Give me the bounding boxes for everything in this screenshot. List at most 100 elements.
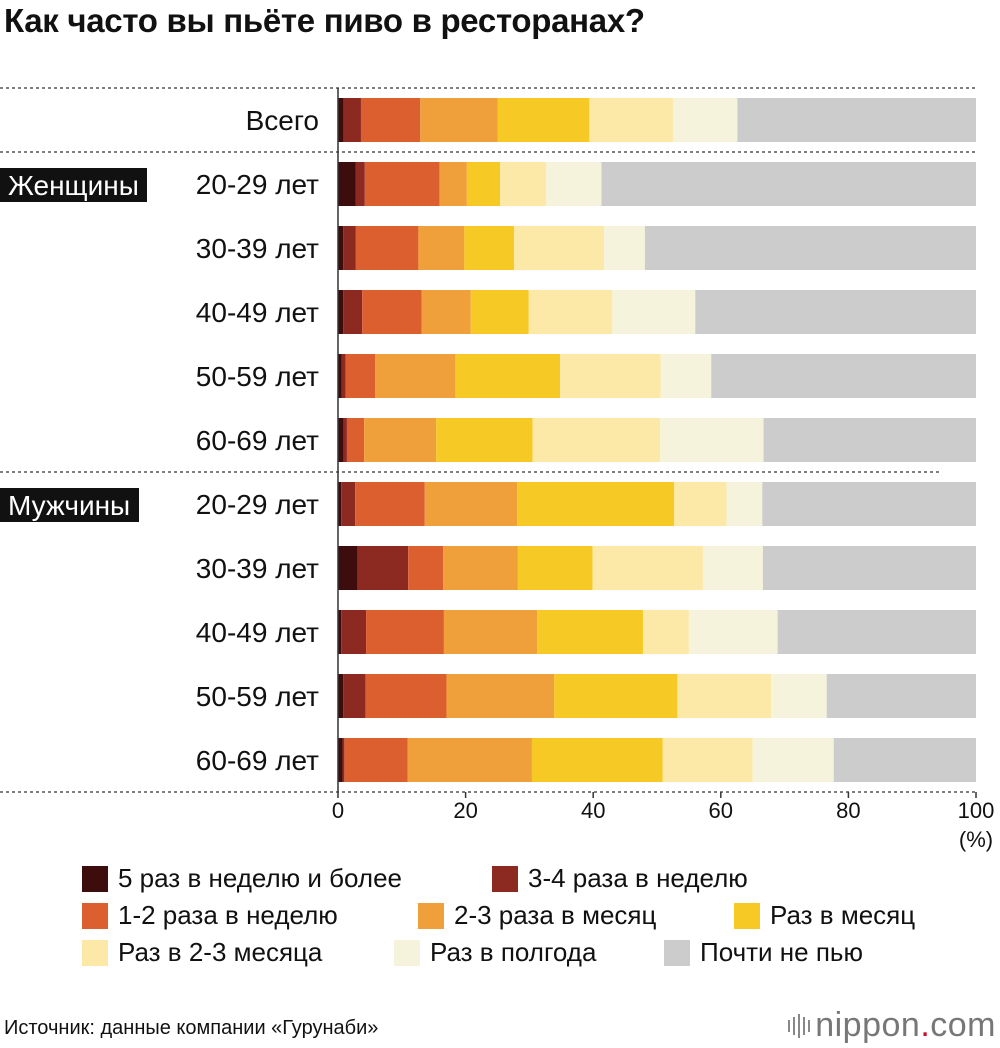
row-label: 60-69 лет <box>196 745 319 776</box>
bar-segment <box>418 226 465 270</box>
bar-segment <box>762 482 976 526</box>
bar-segment <box>589 98 673 142</box>
bar-segment <box>407 738 532 782</box>
x-tick-label: 100 <box>958 798 995 823</box>
bar-segment <box>362 290 422 334</box>
bar-segment <box>702 546 763 590</box>
group-tag <box>0 488 139 522</box>
legend-swatch <box>664 939 690 966</box>
x-tick-label: 20 <box>453 798 477 823</box>
bar-segment <box>420 98 498 142</box>
bar-segment <box>560 354 661 398</box>
bar-segment <box>470 290 529 334</box>
bar-segment <box>752 738 834 782</box>
legend-row-1: 5 раз в неделю и более 3-4 раза в неделю <box>82 860 982 897</box>
bar-segment <box>338 354 342 398</box>
row-labels-layer: Всего 20-29 лет 30-39 лет 40-49 лет 50-59 ле… <box>196 105 319 776</box>
bar-segment <box>455 354 561 398</box>
bar-segment <box>532 418 661 462</box>
bar-segment <box>343 290 363 334</box>
bar-segment <box>408 546 444 590</box>
bar-segment <box>360 98 421 142</box>
bar-segment <box>424 482 518 526</box>
bar-segment <box>364 162 440 206</box>
bars-layer <box>338 98 976 782</box>
bar-segment <box>446 674 555 718</box>
bar-segment <box>365 674 447 718</box>
bar-segment <box>338 98 344 142</box>
legend-item: Раз в месяц <box>734 900 915 931</box>
bar-segment <box>338 610 342 654</box>
group-label: Женщины <box>8 170 139 201</box>
bar-segment <box>674 482 727 526</box>
brand-logo: nippon.com <box>785 1006 996 1045</box>
legend-item: Раз в полгода <box>394 937 664 968</box>
row-label: 30-39 лет <box>196 233 319 264</box>
bar-segment <box>695 290 976 334</box>
legend-swatch <box>82 902 108 929</box>
x-tick-label: 80 <box>836 798 860 823</box>
legend-item: 1-2 раза в неделю <box>82 900 418 931</box>
bar-segment <box>644 226 976 270</box>
x-unit-label: (%) <box>959 827 993 852</box>
bar-segment <box>688 610 778 654</box>
group-labels-layer: Женщины Мужчины <box>0 168 147 522</box>
bar-segment <box>355 226 419 270</box>
bar-segment <box>357 546 409 590</box>
page-title: Как часто вы пьёте пиво в ресторанах? <box>4 2 645 39</box>
group-label: Мужчины <box>8 490 130 521</box>
bar-segment <box>833 738 976 782</box>
brand-suffix: com <box>930 1006 996 1044</box>
bar-segment <box>338 674 344 718</box>
bar-segment <box>660 418 764 462</box>
bar-segment <box>338 418 344 462</box>
legend-item: 5 раз в неделю и более <box>82 863 492 894</box>
bar-segment <box>528 290 613 334</box>
bar-segment <box>343 98 361 142</box>
row-label: 60-69 лет <box>196 425 319 456</box>
row-label: Всего <box>246 105 319 136</box>
legend-item: 3-4 раза в неделю <box>492 863 748 894</box>
bar-segment <box>375 354 456 398</box>
bar-segment <box>777 610 976 654</box>
bar-segment <box>355 482 425 526</box>
legend-swatch <box>492 865 518 892</box>
bar-segment <box>514 226 605 270</box>
stacked-bar-chart: Всего 20-29 лет 30-39 лет 40-49 лет 50-59 ле… <box>0 87 994 852</box>
bar-segment <box>762 546 976 590</box>
bar-segment <box>763 418 976 462</box>
bar-segment <box>338 290 344 334</box>
bar-segment <box>343 226 356 270</box>
bar-segment <box>826 674 976 718</box>
legend-item: 2-3 раза в месяц <box>418 900 734 931</box>
legend-item: Раз в 2-3 месяца <box>82 937 394 968</box>
legend-swatch <box>418 902 444 929</box>
bar-segment <box>342 738 345 782</box>
legend-row-2: 1-2 раза в неделю 2-3 раза в месяц Раз в… <box>82 897 982 934</box>
bar-segment <box>531 738 663 782</box>
bar-segment <box>346 418 365 462</box>
bar-segment <box>338 482 342 526</box>
bar-segment <box>601 162 976 206</box>
row-label: 20-29 лет <box>196 169 319 200</box>
bar-segment <box>338 546 358 590</box>
bar-segment <box>355 162 365 206</box>
x-tick-label: 0 <box>332 798 344 823</box>
bar-segment <box>771 674 827 718</box>
bar-segment <box>517 482 675 526</box>
x-tick-label: 60 <box>709 798 733 823</box>
x-axis: 0 20 40 60 80 100 (%) <box>332 88 994 852</box>
legend-label: Раз в 2-3 месяца <box>118 937 323 967</box>
bar-segment <box>338 226 344 270</box>
bar-segment <box>677 674 772 718</box>
bar-segment <box>517 546 593 590</box>
legend-label: 5 раз в неделю и более <box>118 863 403 893</box>
separator-lines <box>0 87 976 793</box>
legend-label: Раз в полгода <box>430 937 597 967</box>
brand-dot: . <box>920 1006 931 1044</box>
row-label: 50-59 лет <box>196 361 319 392</box>
bar-segment <box>366 610 444 654</box>
legend-item: Почти не пью <box>664 937 863 968</box>
row-label: 20-29 лет <box>196 489 319 520</box>
bar-segment <box>464 226 515 270</box>
